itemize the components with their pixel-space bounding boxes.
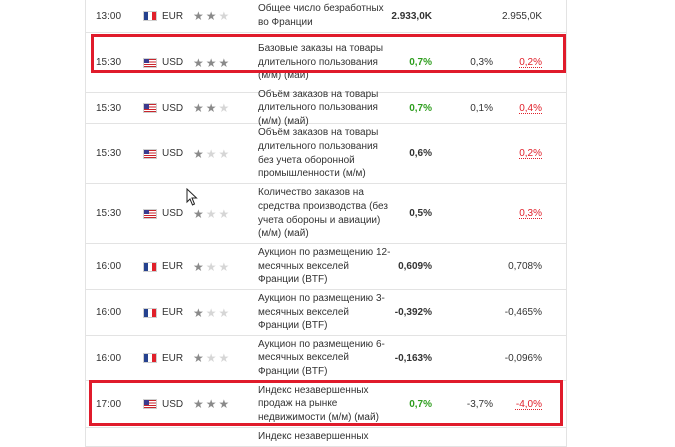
table-row[interactable]: 15:30 USD ★ ★ ★ Количество заказов на средств… — [86, 184, 566, 244]
importance-stars-icon — [193, 428, 241, 446]
event-name-link[interactable]: Объём заказов на товары длительного поль… — [258, 88, 379, 127]
previous-value: 0,2% — [519, 148, 542, 159]
mouse-cursor-icon — [186, 188, 198, 206]
previous-value: -4,0% — [515, 398, 542, 410]
event-name-link[interactable]: Общее число безработных во Франции — [258, 3, 384, 28]
event-time: 17:00 — [96, 398, 122, 410]
event-name-link[interactable]: Аукцион по размещению 3-месячных векселе… — [258, 293, 385, 332]
forecast-value: 0,3% — [470, 57, 493, 68]
event-time: 15:30 — [96, 208, 122, 219]
actual-value: 0,7% — [409, 102, 432, 114]
country-flag-icon — [144, 428, 158, 446]
table-row[interactable]: 15:30 USD ★ ★ ★ Объём заказов на товары длите… — [86, 124, 566, 184]
importance-stars-icon: ★ ★ ★ — [193, 206, 232, 221]
country-flag-icon — [143, 0, 158, 32]
actual-value: 0,609% — [398, 261, 432, 272]
currency-code: USD — [162, 57, 184, 68]
previous-value: -0,096% — [504, 352, 542, 364]
previous-value: 2.955,0K — [501, 10, 542, 22]
event-name-link[interactable]: Аукцион по размещению 12-месячных вексел… — [258, 247, 391, 286]
importance-stars-icon: ★ ★ ★ — [193, 305, 232, 320]
actual-value: 0,5% — [409, 208, 432, 219]
actual-value: -0,163% — [394, 352, 432, 364]
country-flag-icon — [143, 336, 158, 380]
previous-value: 0,2% — [519, 57, 542, 68]
country-flag-icon — [143, 290, 158, 335]
event-name-link[interactable]: Индекс незавершенных — [258, 431, 369, 443]
economic-calendar-table: 13:00 EUR ★ ★ ★ Общее число безработных во Фр… — [85, 0, 567, 447]
event-time: 15:30 — [96, 57, 122, 68]
country-flag-icon — [143, 381, 158, 427]
table-row[interactable]: 15:30 USD ★ ★ ★ Базовые заказы на товары длит… — [86, 33, 566, 93]
currency-code: USD — [162, 398, 184, 410]
previous-value: 0,3% — [519, 208, 542, 219]
actual-value: 0,7% — [409, 398, 432, 410]
event-name-link[interactable]: Индекс незавершенных продаж на рынке нед… — [258, 384, 379, 423]
previous-value: 0,4% — [519, 102, 542, 114]
event-time: 13:00 — [96, 10, 122, 22]
forecast-value — [436, 0, 493, 32]
country-flag-icon — [143, 33, 158, 92]
actual-value: 0,7% — [409, 57, 432, 68]
currency-code: USD — [162, 148, 184, 159]
currency-code: EUR — [162, 10, 184, 22]
previous-value: -0,465% — [504, 307, 542, 318]
importance-stars-icon: ★ ★ ★ — [193, 9, 232, 23]
currency-code: USD — [162, 208, 184, 219]
forecast-value — [436, 184, 493, 243]
forecast-value — [436, 290, 493, 335]
actual-value — [392, 428, 432, 446]
currency-code: EUR — [162, 352, 184, 364]
currency-code: EUR — [162, 307, 184, 318]
country-flag-icon — [143, 93, 158, 123]
event-time: 16:00 — [96, 352, 122, 364]
previous-value — [496, 428, 542, 446]
importance-stars-icon: ★ ★ ★ — [193, 101, 232, 115]
event-name-link[interactable]: Объём заказов на товары длительного поль… — [258, 127, 379, 180]
event-time: 15:30 — [96, 102, 122, 114]
event-name-link[interactable]: Количество заказов на средства производс… — [258, 187, 388, 240]
actual-value: -0,392% — [394, 307, 432, 318]
table-row[interactable]: 16:00 EUR ★ ★ ★ Аукцион по размещению 12-меся… — [86, 244, 566, 290]
importance-stars-icon: ★ ★ ★ — [193, 55, 232, 70]
forecast-value — [436, 336, 493, 380]
event-time: 16:00 — [96, 307, 122, 318]
event-time: 16:00 — [96, 261, 122, 272]
table-row[interactable]: 15:30 USD ★ ★ ★ Объём заказов на товары длите… — [86, 88, 566, 127]
importance-stars-icon: ★ ★ ★ — [193, 351, 232, 365]
forecast-value: 0,1% — [470, 102, 493, 114]
country-flag-icon — [143, 244, 158, 289]
forecast-value — [436, 244, 493, 289]
importance-stars-icon: ★ ★ ★ — [193, 259, 232, 274]
currency-code: USD — [162, 102, 184, 114]
event-name-link[interactable]: Аукцион по размещению 6-месячных векселе… — [258, 338, 385, 377]
table-row[interactable]: 17:00 USD ★ ★ ★ Индекс незавершенных продаж н… — [86, 381, 566, 428]
forecast-value — [436, 428, 493, 446]
actual-value: 0,6% — [409, 148, 432, 159]
country-flag-icon — [143, 184, 158, 243]
event-time: 15:30 — [96, 148, 122, 159]
currency-code: EUR — [162, 261, 184, 272]
table-row[interactable]: Индекс незавершенных — [86, 428, 566, 447]
event-time — [96, 428, 140, 446]
forecast-value — [436, 124, 493, 183]
table-row[interactable]: 13:00 EUR ★ ★ ★ Общее число безработных во Фр… — [86, 0, 566, 33]
actual-value: 2.933,0K — [391, 10, 432, 22]
table-row[interactable]: 16:00 EUR ★ ★ ★ Аукцион по размещению 3-месяч… — [86, 290, 566, 336]
previous-value: 0,708% — [508, 261, 542, 272]
table-row[interactable]: 16:00 EUR ★ ★ ★ Аукцион по размещению 6-месяч… — [86, 336, 566, 381]
country-flag-icon — [143, 124, 158, 183]
event-name-link[interactable]: Базовые заказы на товары длительного пол… — [258, 43, 384, 82]
importance-stars-icon: ★ ★ ★ — [193, 146, 232, 161]
forecast-value: -3,7% — [466, 398, 493, 410]
currency-code — [162, 428, 188, 446]
importance-stars-icon: ★ ★ ★ — [193, 397, 232, 411]
